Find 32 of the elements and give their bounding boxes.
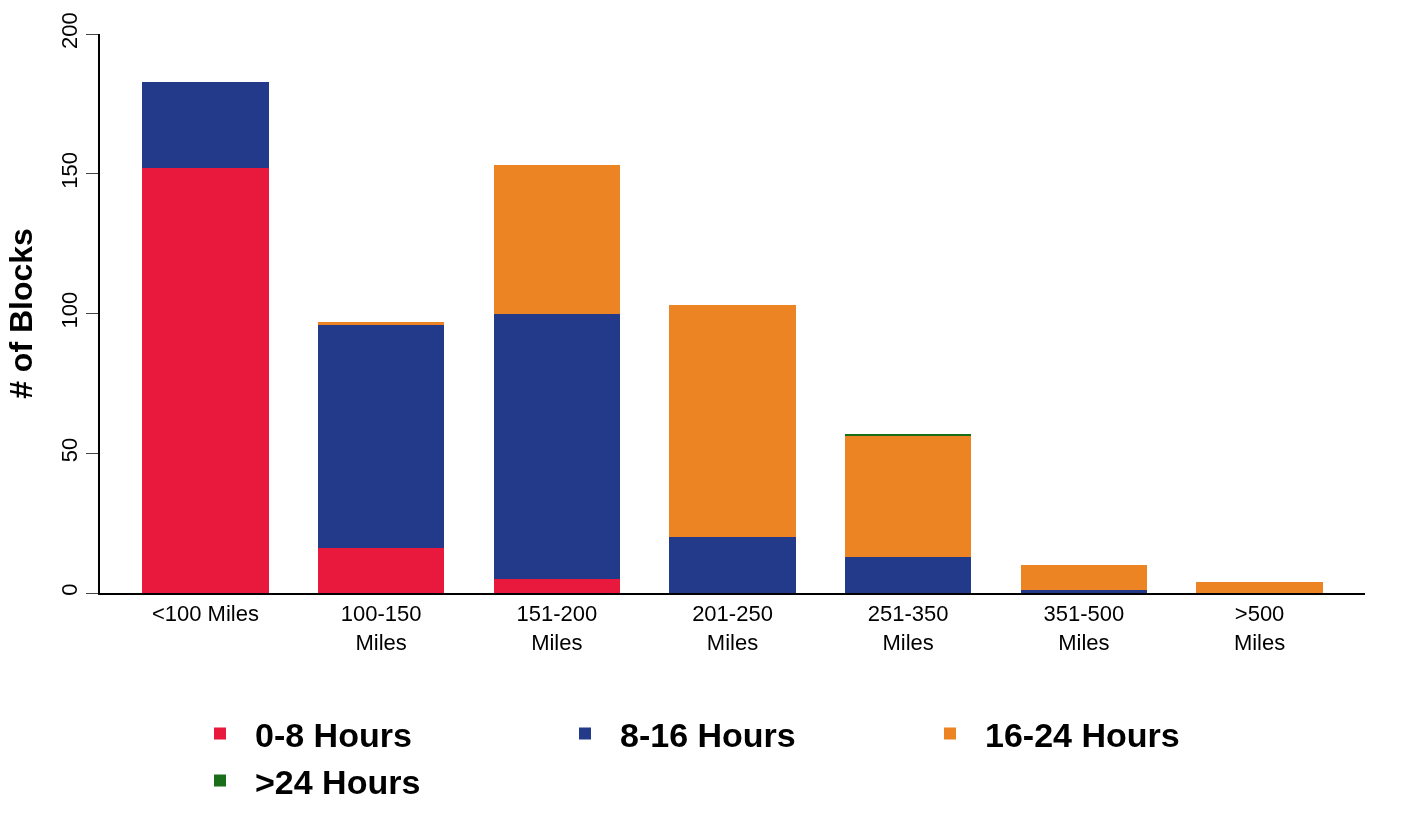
x-tick-label: 251-350 Miles bbox=[867, 601, 949, 655]
bar bbox=[1196, 581, 1323, 593]
y-tick-label: 0 bbox=[57, 583, 83, 596]
x-tick-label: 100-150 Miles bbox=[340, 601, 422, 655]
x-tick-label: >500 Miles bbox=[1233, 601, 1286, 655]
y-tick-label: 200 bbox=[57, 12, 83, 50]
bar bbox=[142, 81, 269, 169]
bar bbox=[844, 556, 972, 593]
legend-label: 16-24 Hours bbox=[985, 715, 1180, 754]
bar bbox=[317, 321, 445, 325]
bar bbox=[317, 548, 445, 593]
legend-label: 0-8 Hours bbox=[255, 715, 412, 754]
legend-label: >24 Hours bbox=[255, 762, 421, 801]
bar bbox=[1020, 565, 1148, 591]
legend-label: 8-16 Hours bbox=[620, 715, 796, 754]
y-tick-label: 100 bbox=[57, 291, 83, 329]
bar bbox=[493, 579, 621, 593]
x-tick-label: 351-500 Miles bbox=[1043, 601, 1125, 655]
y-tick-label: 50 bbox=[57, 437, 83, 463]
bar bbox=[317, 324, 445, 549]
x-tick-label: 201-250 Miles bbox=[692, 601, 773, 655]
bar bbox=[844, 436, 972, 557]
x-tick-label: 151-200 Miles bbox=[516, 601, 598, 655]
y-tick-label: 150 bbox=[57, 152, 83, 189]
bar bbox=[669, 537, 796, 593]
x-tick-label: <100 Miles bbox=[151, 601, 259, 627]
bar bbox=[493, 165, 621, 314]
bar bbox=[493, 313, 621, 580]
y-axis-title: # of Blocks bbox=[3, 228, 39, 399]
bar bbox=[1020, 590, 1148, 593]
bar bbox=[142, 168, 269, 593]
bar bbox=[669, 305, 796, 538]
